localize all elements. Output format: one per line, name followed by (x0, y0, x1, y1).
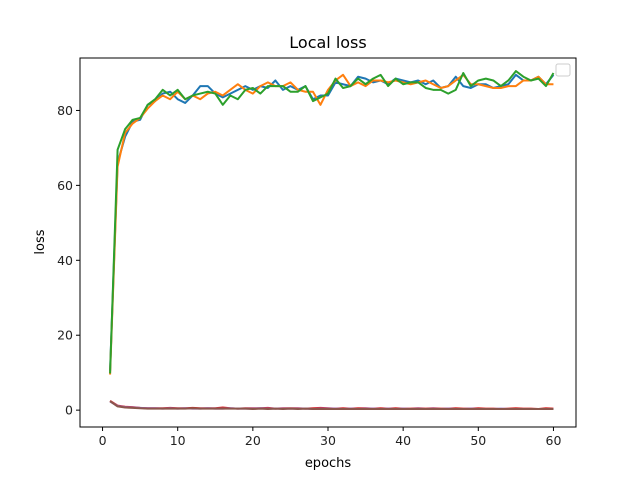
plot-background (80, 58, 576, 427)
y-tick-label: 40 (57, 253, 73, 268)
x-tick-label: 60 (546, 433, 562, 448)
x-tick-label: 40 (395, 433, 411, 448)
x-axis: 0 10 20 30 40 50 60 (99, 427, 562, 448)
y-axis-label: loss (33, 229, 48, 254)
series-line-3 (109, 70, 555, 374)
y-axis: 0 20 40 60 80 (57, 103, 80, 418)
series-line-6 (109, 400, 554, 411)
chart-title: Local loss (289, 33, 366, 52)
y-tick-label: 60 (57, 178, 73, 193)
legend-box (555, 63, 571, 77)
y-tick-label: 20 (57, 328, 73, 343)
y-tick-label: 0 (65, 403, 73, 418)
y-tick-label: 80 (57, 103, 73, 118)
x-tick-label: 20 (245, 433, 261, 448)
x-tick-label: 50 (470, 433, 486, 448)
plot-area (79, 57, 577, 428)
x-axis-label: epochs (305, 456, 352, 471)
x-tick-label: 10 (170, 433, 186, 448)
series-layer (109, 70, 555, 411)
x-tick-label: 0 (99, 433, 107, 448)
x-tick-label: 30 (320, 433, 336, 448)
